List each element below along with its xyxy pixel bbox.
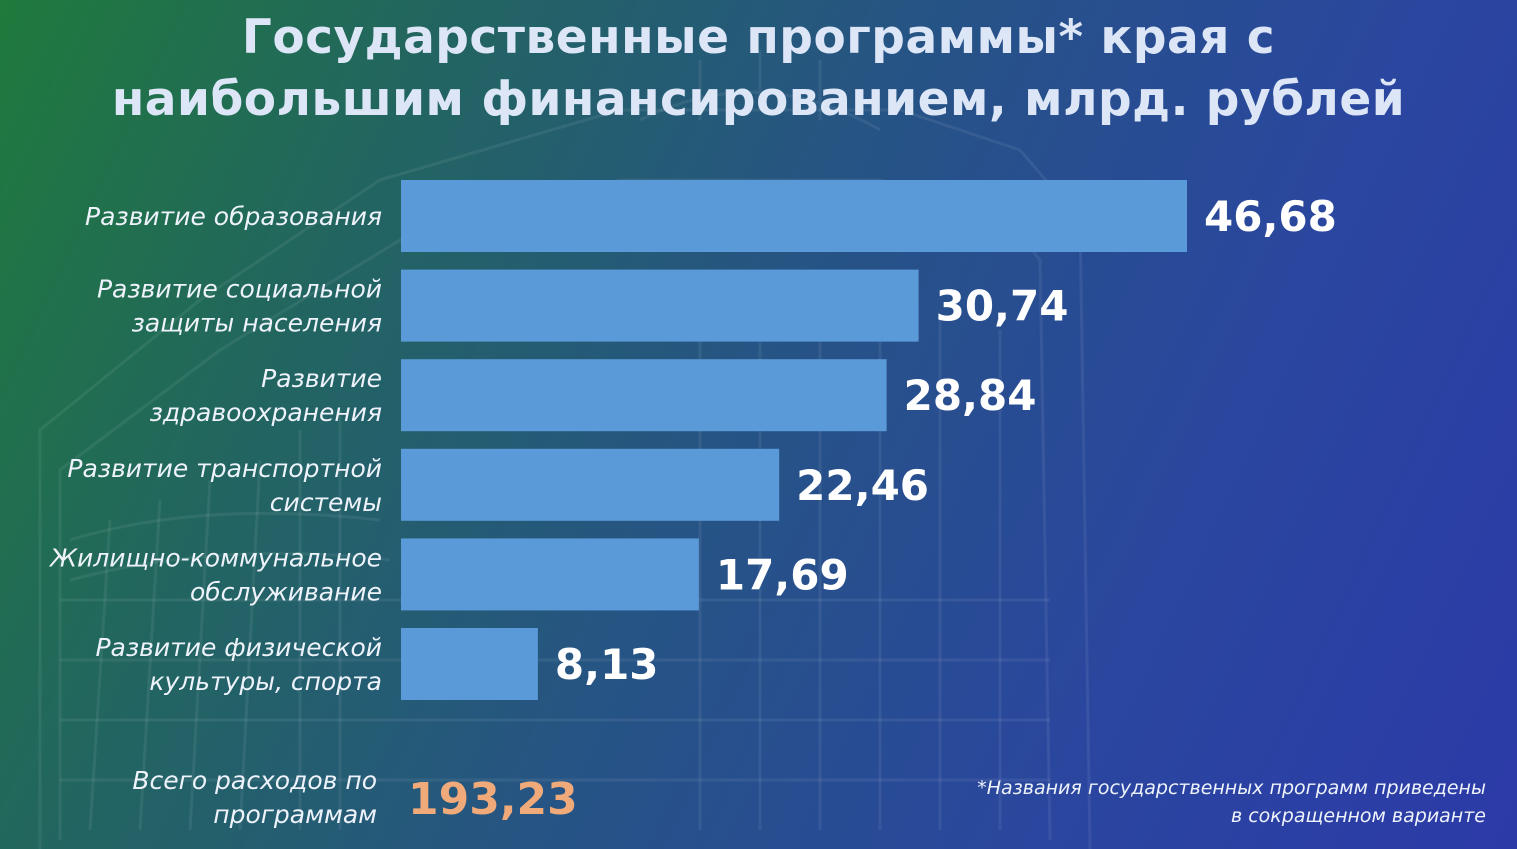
category-label-2-1: здравоохранения [150,398,382,427]
category-label-1-0: Развитие социальной [97,275,382,304]
value-label-2: 28,84 [904,371,1037,420]
category-label-5-0: Развитие физической [95,633,382,662]
total-value: 193,23 [408,774,578,825]
value-label-3: 22,46 [796,461,929,510]
value-label-5: 8,13 [555,640,659,689]
value-label-1: 30,74 [936,282,1069,331]
bar-2 [401,359,887,432]
value-label-4: 17,69 [716,550,849,599]
total-label: Всего расходов по программам [132,766,377,829]
footnote: *Названия государственных программ приве… [977,777,1486,827]
bar-5 [401,628,538,700]
category-label-2-0: Развитие [261,364,382,393]
page-title-line-1: Государственные программы* края с [241,10,1276,65]
bar-1 [401,269,919,342]
category-label-0-0: Развитие образования [85,202,382,231]
category-label-4-1: обслуживание [190,577,382,606]
bar-3 [401,448,780,521]
category-label-5-1: культуры, спорта [149,667,382,696]
bar-4 [401,538,699,611]
bar-0 [401,180,1187,252]
page-title-line-2: наибольшим финансированием, млрд. рублей [111,72,1406,127]
category-label-3-0: Развитие транспортной [67,454,382,483]
category-label-4-0: Жилищно-коммунальное [48,543,382,572]
category-label-3-1: системы [270,488,382,517]
category-label-1-1: защиты населения [132,309,382,338]
value-label-0: 46,68 [1204,192,1337,241]
